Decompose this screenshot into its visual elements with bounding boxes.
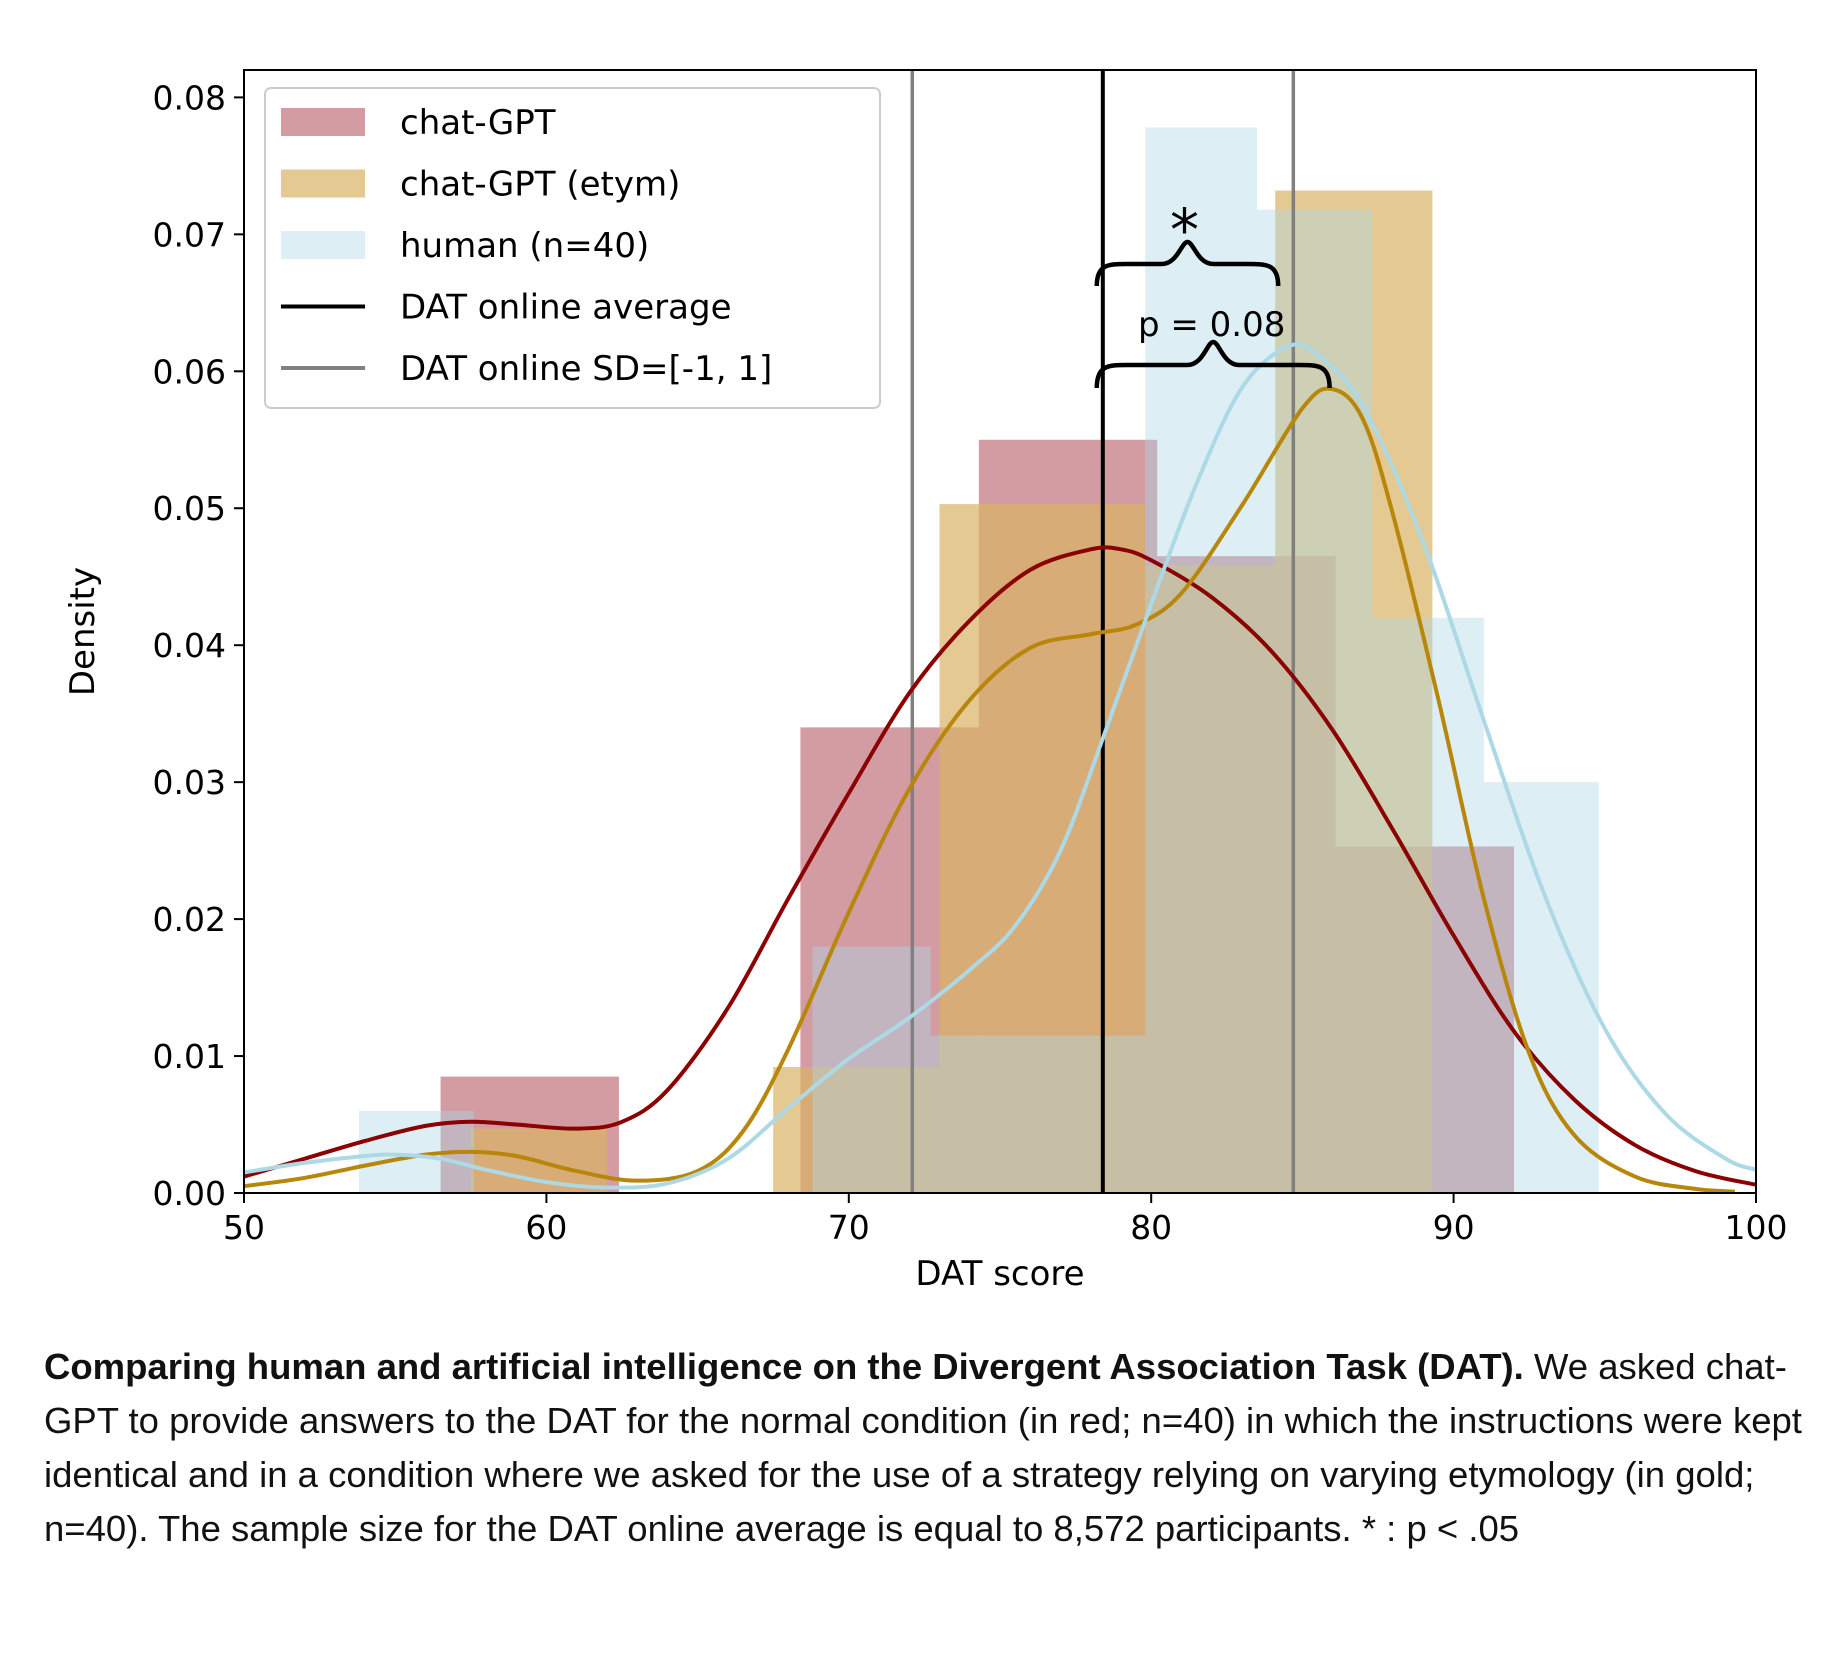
bar-chat-gpt-etym-4	[1072, 504, 1146, 1193]
brace-lower	[1094, 339, 1332, 389]
y-tick-label-5: 0.05	[153, 489, 226, 528]
legend-box	[264, 87, 881, 409]
x-axis-label: DAT score	[915, 1254, 1084, 1294]
bar-human-n-40-5	[1371, 617, 1484, 1193]
y-axis-label: Density	[63, 567, 103, 696]
y-tick-label-3: 0.03	[153, 763, 226, 802]
plot-area	[244, 70, 1756, 1193]
bar-chat-gpt-etym-3	[939, 504, 1073, 1193]
bar-human-n-40-6	[1483, 782, 1599, 1193]
caption-bold: Comparing human and artificial intellige…	[44, 1346, 1524, 1387]
y-tick-label-8: 0.08	[153, 78, 226, 117]
y-tick-label-1: 0.01	[153, 1037, 226, 1076]
kde-chat-gpt	[244, 545, 1756, 1187]
legend-swatch-2	[281, 231, 365, 259]
legend: chat-GPT chat-GPT (etym) human (n=40) DAT o…	[264, 87, 881, 409]
legend-label-2: human (n=40)	[400, 226, 649, 266]
axes-frame	[243, 69, 1757, 1194]
y-tick-label-6: 0.06	[153, 352, 226, 391]
bar-chat-gpt-etym-2	[806, 1067, 940, 1193]
legend-swatch-1	[281, 169, 365, 198]
x-tick-label-0: 50	[223, 1208, 265, 1247]
annotations: * p = 0.08	[1094, 196, 1332, 389]
annotation-star: *	[1170, 196, 1199, 264]
x-tick-label-4: 90	[1433, 1208, 1475, 1247]
caption-text: We asked chat-GPT to provide answers to …	[44, 1346, 1802, 1549]
x-tick-label-5: 100	[1725, 1208, 1788, 1247]
kde-human-n-40	[244, 342, 1756, 1190]
bar-human-n-40-3	[1145, 127, 1258, 1193]
x-tick-label-2: 70	[828, 1208, 870, 1247]
x-tick-label-3: 80	[1130, 1208, 1172, 1247]
legend-label-0: chat-GPT	[400, 103, 556, 143]
annotation-p-value: p = 0.08	[1138, 305, 1285, 345]
legend-swatch-0	[281, 108, 365, 136]
legend-label-4: DAT online SD=[-1, 1]	[400, 349, 772, 389]
bar-chat-gpt-etym-6	[1275, 190, 1433, 1193]
x-tick-label-1: 60	[525, 1208, 567, 1247]
axes: 50 60 70 80 90 100 0.00 0.01 0.02 0.03 0.04 0.05 0.0…	[63, 69, 1788, 1294]
y-tick-label-0: 0.00	[153, 1174, 226, 1213]
legend-label-3: DAT online average	[400, 288, 731, 328]
chart: 50 60 70 80 90 100 0.00 0.01 0.02 0.03 0.04 0.05 0.0…	[63, 69, 1788, 1294]
y-tick-label-2: 0.02	[153, 900, 226, 939]
bar-chat-gpt-etym-1	[773, 1067, 807, 1193]
legend-label-1: chat-GPT (etym)	[400, 165, 680, 205]
bar-human-n-40-2	[930, 1035, 1146, 1193]
figure-caption: Comparing human and artificial intellige…	[44, 1340, 1804, 1556]
y-tick-label-7: 0.07	[153, 215, 226, 254]
y-tick-label-4: 0.04	[153, 626, 226, 665]
bar-chat-gpt-etym-5	[1145, 565, 1276, 1193]
brace-upper	[1094, 239, 1281, 287]
kde-chat-gpt-etym	[244, 386, 1735, 1193]
